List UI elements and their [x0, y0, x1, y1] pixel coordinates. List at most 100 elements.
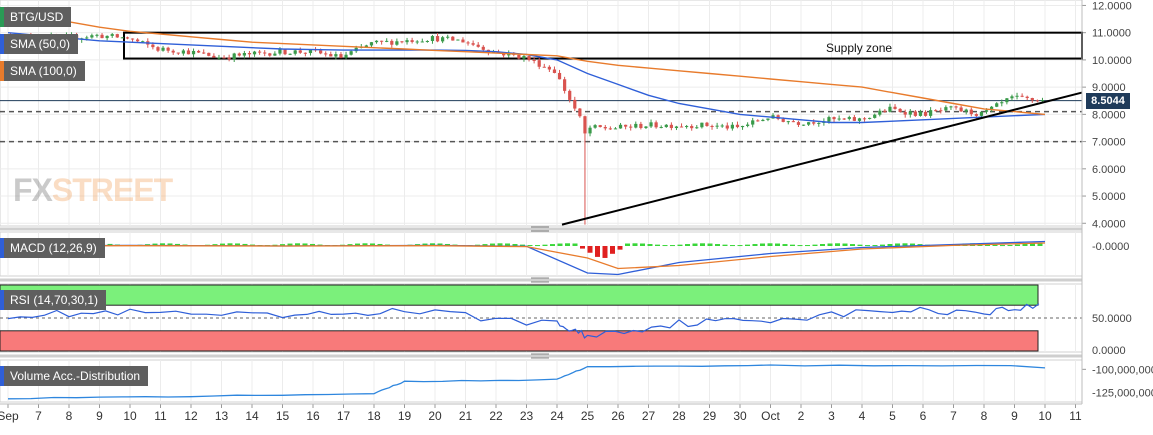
candle-body [568, 90, 572, 100]
macd-histogram-bar [347, 244, 353, 246]
price-tick-label: 8.0000 [1092, 109, 1126, 121]
volume-label[interactable]: Volume Acc.-Distribution [0, 366, 149, 386]
candle-body [186, 50, 191, 55]
rsi-line [7, 303, 1040, 339]
candle-body [740, 125, 745, 128]
x-tick-label: 22 [489, 409, 503, 423]
candle-body [329, 54, 333, 57]
macd-histogram-bar [760, 243, 765, 246]
candle-body [247, 53, 252, 55]
candle-body [888, 106, 892, 112]
candle-body [979, 111, 984, 116]
candle-body [613, 128, 618, 130]
candle-body [903, 111, 907, 115]
macd-histogram-bar [670, 245, 675, 247]
candle-body [410, 40, 414, 42]
macd-histogram-bar [1037, 243, 1043, 246]
macd-tick-label: -0.0000 [1092, 241, 1129, 253]
macd-histogram-bar [160, 243, 165, 246]
macd-histogram-bar [722, 244, 728, 246]
macd-histogram-bar [497, 243, 503, 246]
candle-body [1030, 98, 1034, 101]
candle-body [176, 52, 180, 54]
price-panel-frame [0, 0, 1083, 227]
macd-histogram-bar [1022, 243, 1028, 246]
candle-body [293, 50, 297, 54]
candle-body [517, 54, 521, 59]
candle-body [969, 109, 973, 115]
macd-histogram-bar [512, 244, 518, 246]
x-tick-label: 14 [245, 409, 259, 423]
candle-body [959, 107, 963, 112]
macd-histogram-bar [287, 243, 293, 246]
candle-body [222, 57, 226, 59]
candle-body [715, 125, 719, 127]
candle-body [974, 114, 978, 116]
candle-body [420, 41, 424, 43]
candle-body [380, 40, 384, 42]
candle-body [685, 126, 689, 128]
macd-histogram-bar [167, 243, 173, 246]
candle-body [527, 56, 531, 60]
candle-body [817, 122, 821, 124]
rsi-label[interactable]: RSI (14,70,30,1) [0, 290, 107, 310]
candle-body [242, 53, 246, 56]
macd-histogram-bar [235, 243, 240, 246]
macd-label[interactable]: MACD (12,26,9) [0, 238, 105, 258]
macd-histogram-bar [812, 244, 818, 246]
macd-histogram-bar [692, 243, 698, 246]
macd-histogram-bar [595, 246, 600, 257]
candle-body [451, 36, 455, 41]
x-tick-label: 11 [154, 409, 167, 423]
candle-body [268, 53, 272, 56]
candle-body [105, 35, 109, 39]
sma100-label[interactable]: SMA (100,0) [0, 61, 85, 81]
macd-histogram-bar [865, 245, 870, 247]
candle-body [756, 120, 760, 122]
x-tick-label: 18 [367, 409, 381, 423]
x-tick-label: 27 [642, 409, 656, 423]
candle-body [690, 126, 694, 129]
candle-body [446, 36, 450, 38]
candle-body [425, 40, 429, 42]
macd-histogram-bar [677, 244, 683, 246]
macd-histogram-bar [730, 245, 735, 247]
candle-body [730, 124, 734, 129]
candle-body [339, 54, 343, 58]
candle-body [796, 122, 801, 125]
candle-body [334, 54, 338, 57]
candle-body [649, 122, 653, 127]
sma50-label[interactable]: SMA (50,0) [0, 34, 79, 54]
candle-body [161, 47, 165, 51]
macd-histogram-bar [310, 243, 315, 246]
macd-histogram-bar [370, 243, 375, 246]
x-tick-label: 4 [859, 409, 866, 423]
candle-body [827, 117, 831, 122]
price-tick-label: 9.0000 [1092, 82, 1126, 94]
macd-histogram-bar [602, 246, 608, 258]
candle-body [278, 49, 282, 54]
candle-body [456, 39, 460, 41]
candle-body [598, 125, 602, 128]
candle-body [949, 106, 953, 108]
macd-histogram-bar [827, 243, 833, 246]
price-tick-label: 7.0000 [1092, 137, 1126, 149]
candle-body [151, 44, 155, 48]
x-tick-label: Sep [0, 409, 19, 423]
macd-histogram-bar [482, 244, 488, 246]
candle-body [415, 41, 419, 43]
candle-body [939, 110, 943, 112]
x-tick-label: 7 [35, 409, 42, 423]
candle-body [115, 34, 119, 38]
macd-histogram-bar [362, 243, 368, 246]
candle-body [679, 126, 684, 128]
candle-body [374, 40, 379, 43]
candle-body [791, 121, 795, 123]
price-tick-label: 5.0000 [1092, 191, 1126, 203]
macd-histogram-bar [775, 243, 780, 246]
candle-body [435, 36, 440, 42]
supply-zone-label: Supply zone [826, 41, 893, 55]
candle-body [110, 34, 114, 36]
x-tick-label: 26 [611, 409, 625, 423]
symbol-label[interactable]: BTG/USD [0, 7, 72, 27]
